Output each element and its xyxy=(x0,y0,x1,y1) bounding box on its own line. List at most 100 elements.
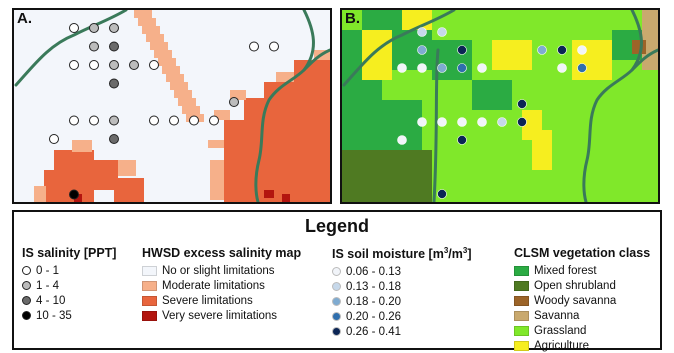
legend-swatch xyxy=(514,295,529,306)
hwsd-cell xyxy=(74,194,82,202)
legend-item: Woody savanna xyxy=(514,293,650,308)
salinity-point xyxy=(269,41,279,52)
legend-item: 1 - 4 xyxy=(22,278,116,293)
salinity-point xyxy=(149,115,159,126)
legend-swatch xyxy=(22,296,31,305)
soil-moisture-points xyxy=(397,27,587,199)
legend-hwsd-items: No or slight limitations Moderate limitat… xyxy=(142,263,301,323)
vegetation-cell xyxy=(342,150,432,202)
legend-swatch xyxy=(142,280,157,291)
river-a-branch xyxy=(302,48,330,72)
salinity-map-canvas xyxy=(14,10,330,202)
hwsd-cell xyxy=(142,26,160,34)
legend-swatch xyxy=(332,282,341,292)
moisture-point xyxy=(457,45,467,55)
vegetation-cell xyxy=(452,10,642,40)
legend-label: Grassland xyxy=(534,324,587,337)
hwsd-cell xyxy=(174,90,192,98)
legend-item: 0.13 - 0.18 xyxy=(332,279,472,294)
hwsd-cell xyxy=(34,186,46,202)
legend-hwsd-heading: HWSD excess salinity map xyxy=(142,246,302,260)
vegetation-cell xyxy=(472,80,512,110)
salinity-point xyxy=(109,60,119,70)
river-b-west xyxy=(342,10,456,87)
river-b-central xyxy=(432,48,440,202)
legend-moisture: IS soil moisture [m3/m3] 0.06 - 0.13 0.13… xyxy=(332,246,472,339)
legend-item: Mixed forest xyxy=(514,263,650,278)
moisture-point xyxy=(517,117,527,127)
legend-label: 0.18 - 0.20 xyxy=(346,295,401,308)
salinity-point xyxy=(169,115,179,126)
vegetation-cell xyxy=(532,130,552,170)
legend-label: 0.13 - 0.18 xyxy=(346,280,401,293)
moisture-point xyxy=(417,63,427,73)
river-b-east xyxy=(582,10,643,202)
legend-swatch xyxy=(22,266,31,275)
moisture-heading-sup1: 3 xyxy=(443,246,449,255)
legend-item: Moderate limitations xyxy=(142,278,301,293)
hwsd-cell xyxy=(146,34,164,42)
hwsd-cell xyxy=(150,42,168,50)
moisture-point xyxy=(457,135,467,145)
moisture-point xyxy=(477,63,487,73)
hwsd-cell xyxy=(264,190,274,198)
legend-label: 4 - 10 xyxy=(36,294,66,307)
legend-moisture-items: 0.06 - 0.13 0.13 - 0.18 0.18 - 0.20 0.20 - … xyxy=(332,264,472,339)
hwsd-cell xyxy=(230,90,246,100)
legend-swatch xyxy=(514,325,529,336)
salinity-point xyxy=(129,60,139,70)
moisture-heading-main: IS soil moisture [m xyxy=(332,247,444,262)
salinity-point xyxy=(69,189,79,200)
legend-label: 0.26 - 0.41 xyxy=(346,325,401,338)
legend-item: 4 - 10 xyxy=(22,293,116,308)
legend-item: Severe limitations xyxy=(142,293,301,308)
legend-label: Very severe limitations xyxy=(162,309,278,322)
vegetation-cell xyxy=(342,100,422,150)
moisture-point xyxy=(497,117,507,127)
vegetation-cell xyxy=(342,10,362,30)
legend-label: Savanna xyxy=(534,309,580,322)
moisture-point xyxy=(397,135,407,145)
moisture-point xyxy=(457,63,467,73)
legend-hwsd: HWSD excess salinity map No or slight li… xyxy=(142,246,301,323)
legend-label: Severe limitations xyxy=(162,294,253,307)
legend-label: 0.20 - 0.26 xyxy=(346,310,401,323)
salinity-point xyxy=(89,60,99,70)
legend-item: Open shrubland xyxy=(514,278,650,293)
hwsd-cell xyxy=(282,194,290,202)
panel-a-label: A. xyxy=(17,10,32,27)
moisture-point xyxy=(577,45,587,55)
legend-label: Open shrubland xyxy=(534,279,616,292)
vegetation-cell xyxy=(572,40,612,80)
moisture-heading-mid: /m xyxy=(448,247,463,262)
moisture-heading-end: ] xyxy=(467,247,472,262)
salinity-point xyxy=(69,23,79,33)
moisture-point xyxy=(457,117,467,127)
hwsd-cell xyxy=(178,98,196,106)
salinity-points xyxy=(49,23,279,200)
salinity-point xyxy=(229,97,239,107)
vegetation-raster xyxy=(342,10,658,202)
salinity-point xyxy=(149,60,159,70)
legend-swatch xyxy=(22,311,31,320)
legend-salinity: IS salinity [PPT] 0 - 1 1 - 4 4 - 10 10 - 3… xyxy=(22,246,116,323)
legend-label: No or slight limitations xyxy=(162,264,275,277)
legend-swatch xyxy=(142,295,157,306)
hwsd-cell xyxy=(182,106,200,114)
legend-swatch xyxy=(332,327,341,337)
moisture-point xyxy=(437,117,447,127)
legend-item: Savanna xyxy=(514,308,650,323)
salinity-point xyxy=(69,115,79,126)
vegetation-cell xyxy=(492,40,532,70)
salinity-point xyxy=(89,23,99,33)
legend-item: 0.26 - 0.41 xyxy=(332,324,472,339)
hwsd-cell xyxy=(114,178,144,202)
panel-b-label: B. xyxy=(345,10,360,27)
moisture-point xyxy=(437,189,447,199)
hwsd-cell xyxy=(170,82,188,90)
vegetation-map-canvas xyxy=(342,10,658,202)
moisture-point xyxy=(577,63,587,73)
hwsd-cell xyxy=(166,74,184,82)
moisture-heading-sup2: 3 xyxy=(462,246,468,255)
river-lines-b xyxy=(342,10,658,202)
